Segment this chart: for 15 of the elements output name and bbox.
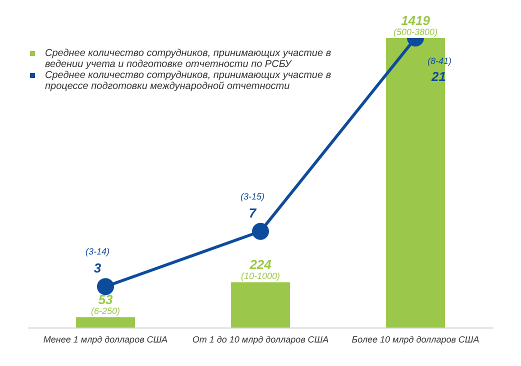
legend-label: Среднее количество сотрудников, принимающих участие в процессе подготовки международной отчетности — [45, 70, 332, 92]
data-label: 224 — [248, 257, 272, 272]
annotation: (3-15) — [240, 191, 265, 202]
x-tick-label: От 1 до 10 млрд долларов США — [192, 334, 329, 344]
legend-label: Среднее количество сотрудников, принимающих участие в ведении учета и подготовке отчетности по РСБУ — [45, 48, 332, 70]
data-label: 1419 — [401, 13, 431, 28]
data-label: 7 — [248, 205, 257, 220]
data-label: 3 — [94, 260, 102, 276]
x-tick-label: Менее 1 млрд долларов США — [43, 334, 168, 344]
annotation: (6-250) — [91, 306, 120, 316]
annotation: (3-14) — [85, 246, 110, 257]
data-label: 53 — [98, 292, 114, 308]
annotation: (10-1000) — [241, 271, 280, 282]
x-tick-label: Более 10 млрд долларов США — [352, 334, 480, 344]
annotation: (500-3800) — [394, 27, 438, 37]
